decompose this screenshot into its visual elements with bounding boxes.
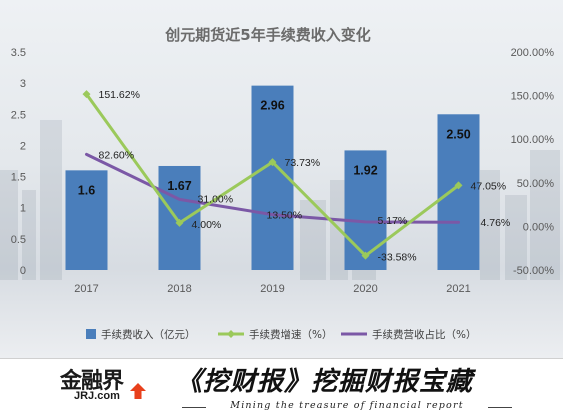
growth-series-point — [82, 90, 91, 99]
left-axis-tick-label: 3 — [20, 78, 26, 90]
share-value-label: 13.50% — [267, 210, 303, 222]
bar-series — [65, 85, 480, 271]
left-axis-tick-label: 3.5 — [11, 47, 26, 59]
growth-value-label: -33.58% — [378, 252, 417, 264]
share-series-line — [85, 152, 460, 224]
growth-series-point — [454, 181, 463, 190]
right-axis-tick-label: 50.00% — [517, 178, 555, 190]
line-series — [82, 90, 463, 260]
logo-sub-text: JRJ.com — [74, 390, 120, 402]
x-axis-tick-label: 2018 — [167, 283, 191, 295]
right-axis-tick-label: 0.00% — [523, 221, 554, 233]
chart-svg: 创元期货近5年手续费收入变化 0 0.5 1 1.5 2 2.5 3 3.5 -50.00% 0… — [0, 26, 560, 341]
left-axis-tick-label: 0.5 — [11, 234, 26, 246]
growth-value-label: 4.00% — [192, 219, 222, 231]
share-value-label: 4.76% — [481, 217, 511, 229]
logo-arrow-icon — [130, 383, 146, 399]
tagline-divider-left — [182, 407, 206, 408]
legend: 手续费收入（亿元） 手续费增速（%） 手续费营收占比（%） — [86, 328, 476, 341]
bar — [437, 114, 480, 271]
left-axis-tick-label: 0 — [20, 265, 26, 277]
growth-value-label: 73.73% — [285, 157, 321, 169]
share-value-label: 31.00% — [198, 193, 234, 205]
left-axis: 0 0.5 1 1.5 2 2.5 3 3.5 — [11, 47, 26, 277]
x-axis-tick-label: 2017 — [74, 283, 98, 295]
bar — [158, 165, 201, 270]
x-axis-tick-label: 2019 — [260, 283, 284, 295]
right-axis-tick-label: -50.00% — [513, 265, 554, 277]
left-axis-tick-label: 2.5 — [11, 109, 26, 121]
tagline: Mining the treasure of financial report — [230, 400, 464, 411]
right-axis-tick-label: 100.00% — [511, 134, 555, 146]
right-axis: -50.00% 0.00% 50.00% 100.00% 150.00% 200.00% — [511, 47, 555, 277]
brand-banner: 金融界 JRJ.com 《挖财报》挖掘财报宝藏 Mining the treas… — [0, 359, 563, 419]
bar-value-label: 2.50 — [446, 127, 470, 141]
x-axis: 2017 2018 2019 2020 2021 — [74, 283, 470, 295]
x-axis-tick-label: 2021 — [446, 283, 470, 295]
legend-label-bar: 手续费收入（亿元） — [101, 328, 196, 341]
chart-area: 创元期货近5年手续费收入变化 0 0.5 1 1.5 2 2.5 3 3.5 -50.00% 0… — [0, 0, 563, 359]
slogan: 《挖财报》挖掘财报宝藏 — [176, 367, 474, 397]
legend-label-growth: 手续费增速（%） — [249, 328, 332, 341]
growth-series-point — [175, 218, 184, 227]
bar-value-label: 2.96 — [260, 99, 284, 113]
growth-series-point — [268, 158, 277, 167]
legend-marker-growth — [227, 330, 235, 338]
left-axis-tick-label: 1 — [20, 203, 26, 215]
logo-main-text: 金融界 — [60, 369, 124, 394]
bar-value-label: 1.92 — [353, 163, 377, 177]
right-axis-tick-label: 200.00% — [511, 47, 555, 59]
share-value-label: 82.60% — [99, 149, 135, 161]
left-axis-tick-label: 2 — [20, 140, 26, 152]
tagline-row: Mining the treasure of financial report — [182, 400, 512, 414]
growth-series-point — [361, 251, 370, 260]
growth-value-label: 151.62% — [99, 89, 140, 101]
right-axis-tick-label: 150.00% — [511, 91, 555, 103]
chart-title: 创元期货近5年手续费收入变化 — [164, 26, 370, 44]
tagline-divider-right — [488, 407, 512, 408]
bar — [65, 170, 108, 270]
data-labels: 1.6 1.67 2.96 1.92 2.50 151.62% 4.00% 73.73% -33… — [78, 89, 510, 263]
jrj-logo: 金融界 JRJ.com — [60, 363, 160, 415]
share-value-label: 5.17% — [378, 215, 408, 227]
bar-value-label: 1.67 — [167, 179, 191, 193]
left-axis-tick-label: 1.5 — [11, 172, 26, 184]
legend-label-share: 手续费营收占比（%） — [372, 328, 476, 341]
growth-value-label: 47.05% — [471, 180, 507, 192]
x-axis-tick-label: 2020 — [353, 283, 377, 295]
legend-swatch-bar — [86, 329, 96, 339]
bar-value-label: 1.6 — [78, 183, 95, 197]
bar — [344, 150, 387, 270]
